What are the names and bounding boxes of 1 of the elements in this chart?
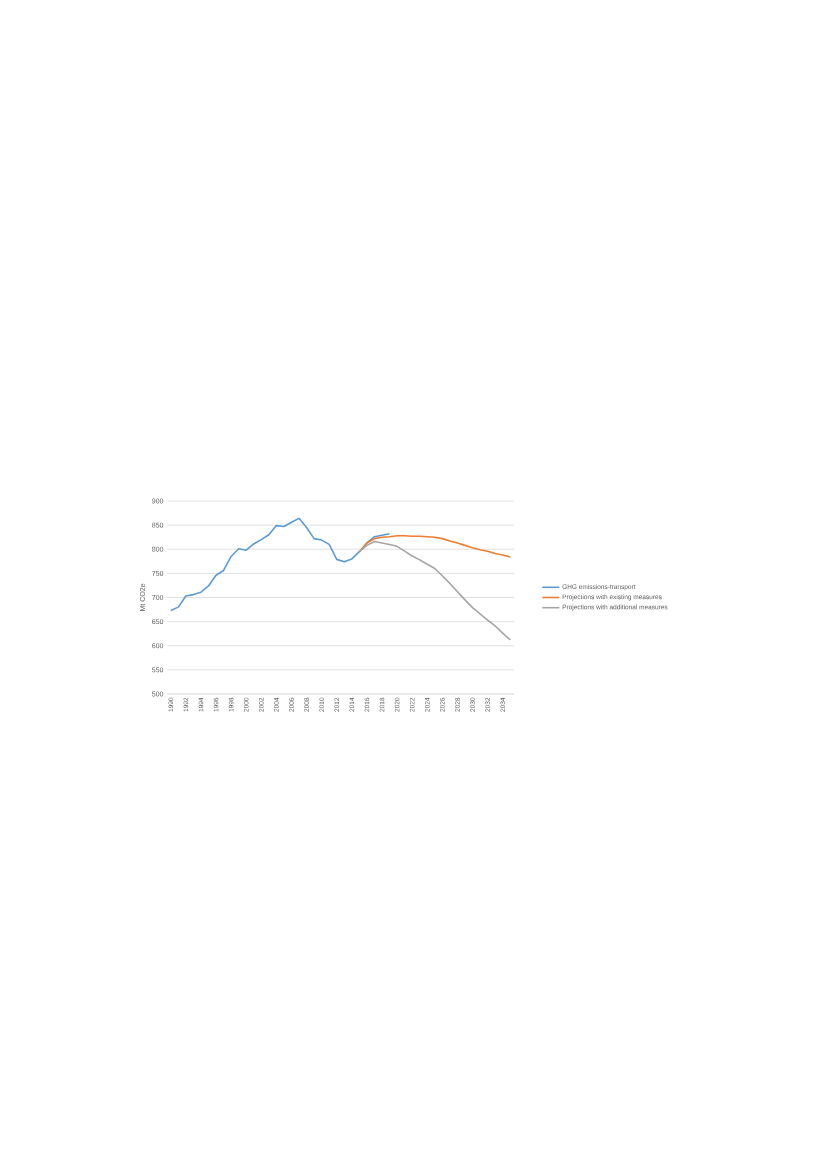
line-series <box>358 534 512 558</box>
